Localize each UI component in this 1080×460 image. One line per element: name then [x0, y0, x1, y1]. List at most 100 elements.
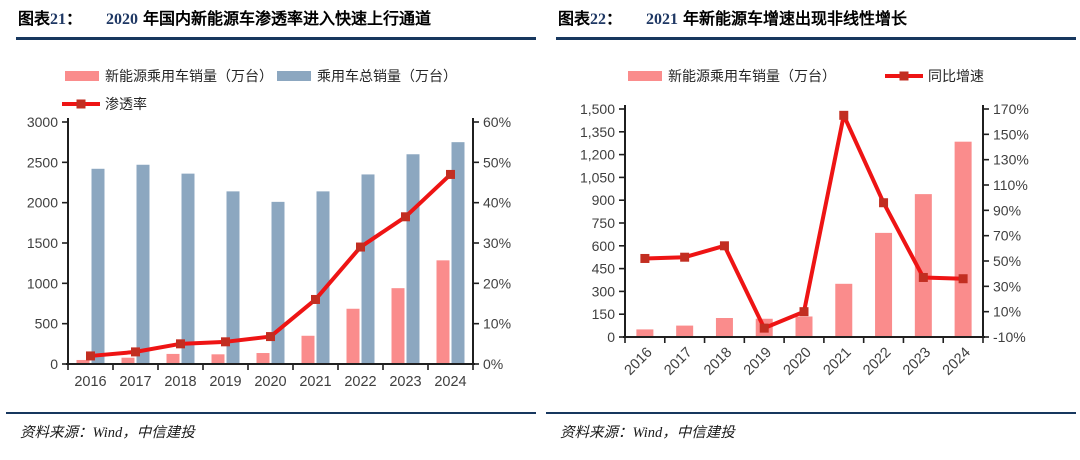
right-axis-label: 30% — [483, 235, 511, 251]
left-axis-label: 1,500 — [580, 101, 615, 117]
data-point-2023 — [401, 212, 410, 222]
x-axis-label: 2017 — [661, 345, 695, 379]
right-axis-label: 50% — [483, 154, 511, 170]
figure-label: 图表 — [18, 11, 51, 28]
left-axis-label: 1500 — [27, 235, 58, 251]
right-axis-label: 170% — [993, 101, 1029, 117]
x-axis-label: 2024 — [940, 345, 974, 379]
right-axis-label: 70% — [993, 228, 1021, 244]
figure-21-panel: 图表21： 2020 年国内新能源车渗透率进入快速上行通道 新能源乘用车销量（万台）… — [0, 11, 540, 441]
x-axis-label: 2023 — [389, 374, 421, 390]
x-axis-label: 2018 — [701, 345, 735, 379]
left-axis-label: 2000 — [27, 195, 58, 211]
figure-22-chart-area: 新能源乘用车销量（万台） 同比增速 0 150 300 450 600 750 900 1,050… — [540, 56, 1080, 396]
data-point-2019 — [759, 323, 769, 333]
bar-2019 — [226, 191, 240, 364]
bar-2022 — [875, 232, 893, 337]
left-axis-label: 1,050 — [580, 169, 615, 185]
left-axis-label: 300 — [592, 283, 616, 299]
x-axis-label: 2016 — [74, 374, 106, 390]
left-axis-label: 1,200 — [580, 147, 615, 163]
figure-22-title: 图表22： 2021 年新能源车增速出现非线性增长 — [540, 8, 1080, 32]
legend-label: 新能源乘用车销量（万台） — [105, 68, 273, 84]
data-point-2017 — [680, 252, 690, 262]
figure-colon: ： — [66, 11, 83, 28]
figure-21-chart-area: 新能源乘用车销量（万台） 乘用车总销量（万台） 渗透率 0 500 1000 1500 200… — [0, 56, 540, 396]
right-axis-label: 50% — [993, 253, 1021, 269]
x-axis-label: 2020 — [781, 345, 815, 379]
bar-2016 — [636, 329, 654, 337]
bar-2016 — [76, 359, 90, 364]
figure-colon: ： — [606, 11, 623, 28]
data-point-2020 — [799, 307, 809, 317]
figure-label: 图表 — [558, 11, 591, 28]
data-point-2018 — [719, 241, 729, 251]
x-axis-label: 2017 — [119, 374, 151, 390]
bar-2021 — [835, 283, 853, 337]
data-point-2021 — [839, 110, 849, 120]
left-axis-label: 3000 — [27, 114, 58, 130]
data-point-2024 — [446, 169, 455, 179]
data-point-2024 — [958, 274, 968, 284]
right-axis-label: 150% — [993, 126, 1029, 142]
bar-2018 — [181, 173, 195, 364]
figure-number: 22 — [590, 11, 607, 28]
right-axis-label: 10% — [993, 304, 1021, 320]
left-axis-label: 0 — [607, 329, 615, 345]
source-note: 资料来源：Wind，中信建投 — [560, 425, 735, 441]
left-axis-label: 1,350 — [580, 124, 615, 140]
x-axis-label: 2022 — [860, 345, 894, 379]
bar-2020 — [271, 201, 285, 364]
bar-2022 — [346, 308, 360, 364]
data-point-2022 — [879, 198, 889, 208]
title-year: 2021 — [646, 11, 679, 28]
left-axis-label: 750 — [592, 215, 616, 231]
bar-2022 — [361, 174, 375, 364]
right-axis-label: 60% — [483, 114, 511, 130]
source-divider — [6, 412, 536, 414]
left-axis-label: 900 — [592, 192, 616, 208]
data-point-2023 — [918, 272, 928, 282]
data-point-2022 — [356, 242, 365, 252]
legend-swatch-bar — [628, 71, 662, 81]
left-axis-label: 600 — [592, 238, 616, 254]
legend-label: 新能源乘用车销量（万台） — [668, 68, 836, 84]
x-axis-label: 2024 — [434, 374, 466, 390]
bar-2017 — [121, 357, 135, 364]
legend-swatch-bar — [65, 71, 99, 81]
figure-22-chart: 新能源乘用车销量（万台） 同比增速 0 150 300 450 600 750 900 1,050… — [580, 68, 1029, 379]
x-axis-label: 2023 — [900, 345, 934, 379]
bar-2016 — [91, 168, 105, 364]
x-axis-label: 2016 — [622, 345, 656, 379]
x-axis-label: 2018 — [164, 374, 196, 390]
source-divider — [546, 412, 1076, 414]
legend-swatch-marker — [899, 71, 909, 81]
bar-2020 — [795, 316, 813, 337]
x-axis-label: 2019 — [209, 374, 241, 390]
right-axis-label: 0% — [483, 356, 503, 372]
legend-label: 同比增速 — [928, 68, 984, 84]
right-axis-label: 110% — [993, 177, 1028, 193]
bar-2020 — [256, 353, 270, 364]
data-point-2016 — [640, 253, 650, 263]
left-axis-label: 150 — [592, 306, 616, 322]
bar-2018 — [166, 353, 180, 364]
legend-label: 渗透率 — [105, 96, 147, 112]
data-point-2018 — [176, 339, 185, 349]
figure-number: 21 — [50, 11, 67, 28]
legend-swatch-bar — [277, 71, 311, 81]
bar-2023 — [391, 288, 405, 364]
data-point-2020 — [266, 332, 275, 342]
title-text: 年新能源车增速出现非线性增长 — [683, 11, 908, 28]
bar-2021 — [301, 335, 315, 364]
legend-swatch-marker — [76, 99, 86, 109]
right-axis-label: 30% — [993, 278, 1021, 294]
x-axis-label: 2022 — [344, 374, 376, 390]
right-axis-label: 20% — [483, 275, 511, 291]
right-axis-label: 130% — [993, 152, 1029, 168]
left-axis-label: 2500 — [27, 154, 58, 170]
legend-label: 乘用车总销量（万台） — [317, 68, 457, 84]
right-axis-label: 90% — [993, 202, 1021, 218]
left-axis-label: 0 — [50, 356, 58, 372]
